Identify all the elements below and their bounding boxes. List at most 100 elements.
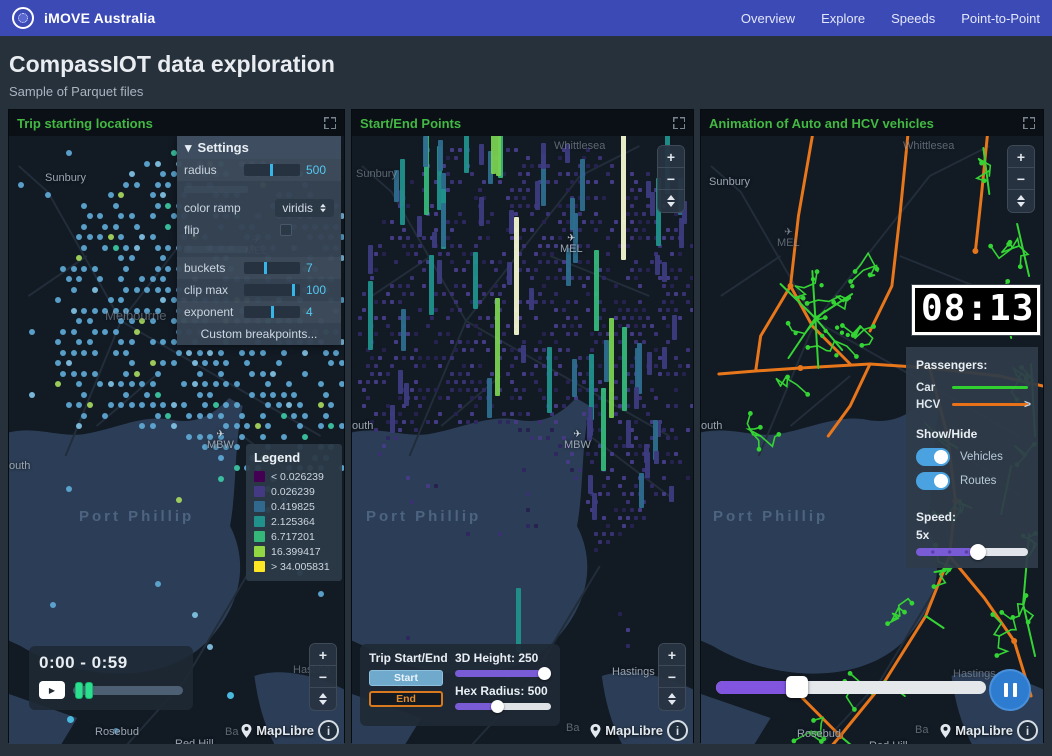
map-label: Rosebud: [797, 728, 842, 740]
zoom-in-button[interactable]: +: [659, 644, 685, 666]
airport-plane-icon: ✈: [567, 233, 576, 244]
info-button[interactable]: i: [1017, 720, 1038, 741]
map-zoom-controls: + −: [309, 643, 337, 711]
nav-links: Overview Explore Speeds Point-to-Point: [741, 11, 1040, 26]
map-label: ✈MEL: [777, 227, 800, 250]
collapse-chevron-icon[interactable]: >: [1023, 397, 1031, 411]
hex-radius-label: Hex Radius: 500: [455, 684, 548, 698]
start-button[interactable]: Start: [369, 670, 443, 686]
panel-trip-starting-locations: Trip starting locations Sunbury✈MELMelbo…: [8, 109, 345, 744]
zoom-out-button[interactable]: −: [310, 666, 336, 688]
fullscreen-icon[interactable]: [673, 117, 685, 129]
fullscreen-icon[interactable]: [324, 117, 336, 129]
zoom-out-button[interactable]: −: [1008, 168, 1034, 190]
airport-plane-icon: ✈: [573, 429, 582, 440]
animation-clock: 08:13: [911, 284, 1041, 336]
clip-max-value: 100: [306, 283, 327, 297]
map-label: Sunbury: [356, 168, 397, 180]
pitch-toggle-button[interactable]: [659, 688, 685, 710]
pitch-toggle-button[interactable]: [658, 190, 684, 212]
3d-height-slider[interactable]: [455, 667, 551, 680]
vehicles-toggle[interactable]: [916, 448, 950, 466]
page-head: CompassIOT data exploration Sample of Pa…: [0, 36, 1052, 99]
map-label: Port Phillip: [366, 508, 482, 525]
vehicles-toggle-row: Vehicles: [916, 448, 1028, 466]
panel3-title: Animation of Auto and HCV vehicles: [709, 115, 934, 131]
legend-title: Legend: [254, 450, 301, 465]
map-label: Whittlesea: [554, 140, 606, 152]
info-button[interactable]: i: [318, 720, 339, 741]
time-range-panel: 0:00 - 0:59 ▶: [29, 646, 193, 710]
zoom-out-button[interactable]: −: [659, 666, 685, 688]
nav-link-overview[interactable]: Overview: [740, 10, 796, 26]
nav-link-point-to-point[interactable]: Point-to-Point: [961, 10, 1040, 26]
nav-link-speeds[interactable]: Speeds: [891, 10, 936, 26]
legend-item: 2.125364: [254, 514, 334, 529]
passengers-heading: Passengers:: [916, 358, 988, 372]
map-label: ✈ MBW: [564, 429, 591, 452]
pause-button[interactable]: [989, 669, 1031, 711]
map-animation[interactable]: Whittlesea Sunbury ✈ MEL outh Port Phillip Has…: [701, 136, 1043, 744]
map-zoom-controls: + −: [658, 643, 686, 711]
buckets-slider[interactable]: [244, 262, 300, 274]
settings-section-divider: [177, 181, 341, 197]
radius-slider[interactable]: [244, 164, 300, 176]
animation-progress-slider[interactable]: [716, 676, 986, 698]
color-ramp-select[interactable]: viridis: [275, 199, 334, 217]
map-label: ✈MEL: [560, 233, 583, 256]
clock-time: 08:13: [921, 288, 1035, 329]
zoom-in-button[interactable]: +: [658, 146, 684, 168]
airport-plane-icon: ✈: [784, 227, 793, 238]
setting-buckets: buckets 7: [177, 257, 341, 279]
map-start-end[interactable]: Whittlesea Sunbury ✈ MEL outh ✈ MBW Port Philli…: [352, 136, 693, 744]
flip-checkbox[interactable]: [280, 224, 292, 236]
exponent-slider[interactable]: [244, 306, 300, 318]
end-button[interactable]: End: [369, 691, 443, 707]
imove-logo: [12, 7, 34, 29]
nav-link-explore[interactable]: Explore: [821, 10, 866, 26]
clip-max-slider[interactable]: [244, 284, 300, 296]
range-handle-right[interactable]: [85, 681, 93, 699]
speed-heading: Speed:: [916, 510, 957, 524]
play-button[interactable]: ▶: [39, 681, 65, 699]
map-label: Port Phillip: [713, 508, 829, 525]
setting-clip-max: clip max 100: [177, 279, 341, 301]
exponent-value: 4: [306, 305, 313, 319]
range-handle-left[interactable]: [75, 681, 83, 699]
map-label: Sunbury: [709, 176, 750, 188]
map-label: Red Hill: [869, 740, 908, 744]
pitch-toggle-button[interactable]: [1008, 190, 1034, 212]
zoom-in-button[interactable]: +: [310, 644, 336, 666]
hex-radius-slider[interactable]: [455, 700, 551, 713]
panel1-header: Trip starting locations: [9, 110, 344, 136]
map-attribution: MapLibre i: [940, 720, 1038, 741]
time-range-label: 0:00 - 0:59: [39, 653, 128, 672]
speed-slider[interactable]: [916, 544, 1028, 560]
legend-item: 0.419825: [254, 499, 334, 514]
progress-slider-thumb[interactable]: [786, 676, 808, 698]
map-label: Hastings: [612, 666, 655, 678]
zoom-out-button[interactable]: −: [658, 168, 684, 190]
routes-toggle-row: Routes: [916, 472, 1028, 490]
panel1-title: Trip starting locations: [17, 115, 153, 131]
page-title: CompassIOT data exploration: [9, 51, 335, 77]
map-attribution: MapLibre i: [590, 720, 688, 741]
info-button[interactable]: i: [667, 720, 688, 741]
map-label: outh: [9, 460, 31, 472]
show-hide-heading: Show/Hide: [916, 427, 978, 441]
map-label: Ba: [566, 722, 580, 734]
maplibre-pin-icon: [590, 723, 601, 738]
map-label: outh: [701, 420, 723, 432]
map-label: Port Phillip: [79, 508, 195, 525]
custom-breakpoints-button[interactable]: Custom breakpoints...: [200, 327, 318, 341]
time-range-slider[interactable]: [73, 681, 183, 699]
zoom-in-button[interactable]: +: [1008, 146, 1034, 168]
pitch-toggle-button[interactable]: [310, 688, 336, 710]
map-zoom-controls: + −: [657, 145, 685, 213]
fullscreen-icon[interactable]: [1023, 117, 1035, 129]
panel2-title: Start/End Points: [360, 115, 462, 131]
airport-plane-icon: ✈: [216, 429, 225, 440]
routes-toggle[interactable]: [916, 472, 950, 490]
settings-header[interactable]: ▾ Settings: [177, 136, 341, 159]
